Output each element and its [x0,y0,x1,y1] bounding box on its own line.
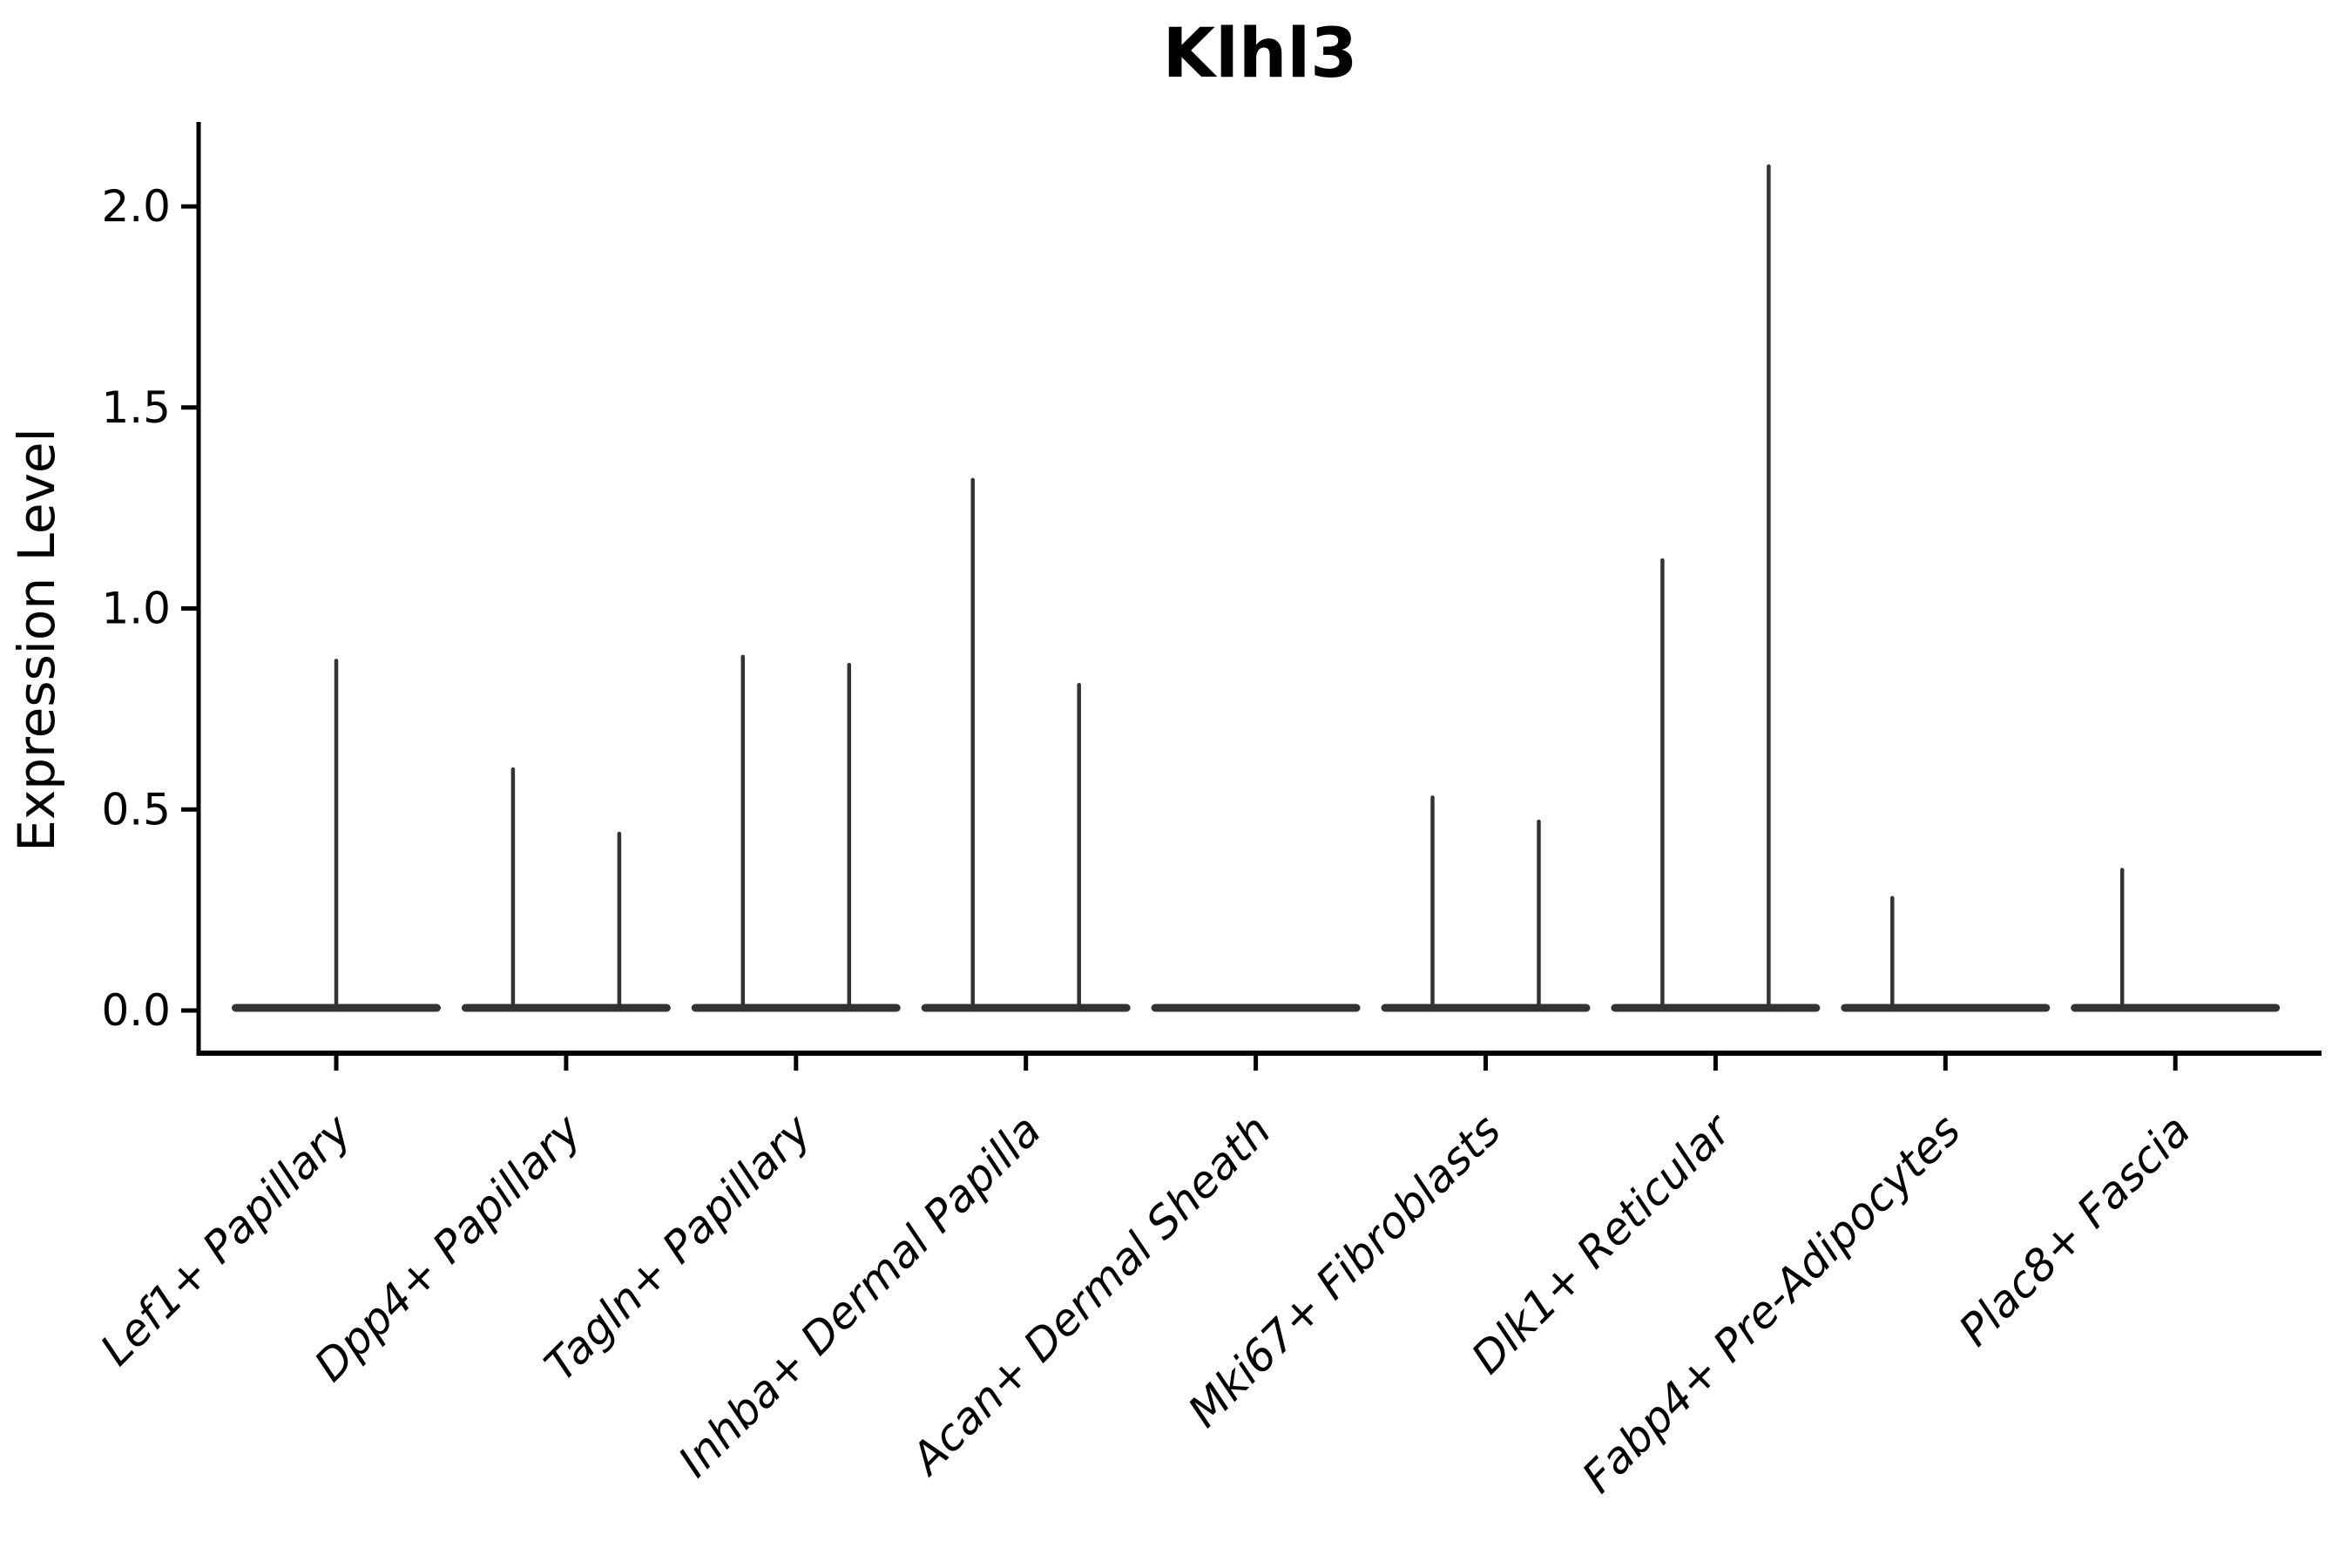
violins-layer [232,164,2281,1012]
violin [232,659,441,1012]
y-axis-title: Expression Level [7,428,66,851]
y-tick-label: 1.0 [101,584,171,634]
y-axis: 0.0 0.5 1.0 1.5 2.0 [101,181,199,1036]
y-tick-label: 2.0 [101,181,171,232]
violin [461,767,671,1012]
violin [921,477,1131,1012]
violin-baseline [921,1004,1131,1012]
violin [1381,795,1591,1012]
violin-baseline [1381,1004,1591,1012]
violin [691,654,901,1012]
violin-baseline [461,1004,671,1012]
violin [1151,1004,1361,1012]
violin-baseline [1611,1004,1821,1012]
y-tick-label: 0.5 [101,784,171,835]
violin [1841,896,2051,1012]
violin-baseline [691,1004,901,1012]
violin [1611,164,1821,1012]
violin [2071,868,2281,1012]
violin-baseline [2071,1004,2281,1012]
violin-baseline [1841,1004,2051,1012]
y-tick-label: 0.0 [101,985,171,1036]
y-tick-label: 1.5 [101,382,171,433]
violin-baseline [1151,1004,1361,1012]
plot-title: Klhl3 [1163,15,1358,93]
